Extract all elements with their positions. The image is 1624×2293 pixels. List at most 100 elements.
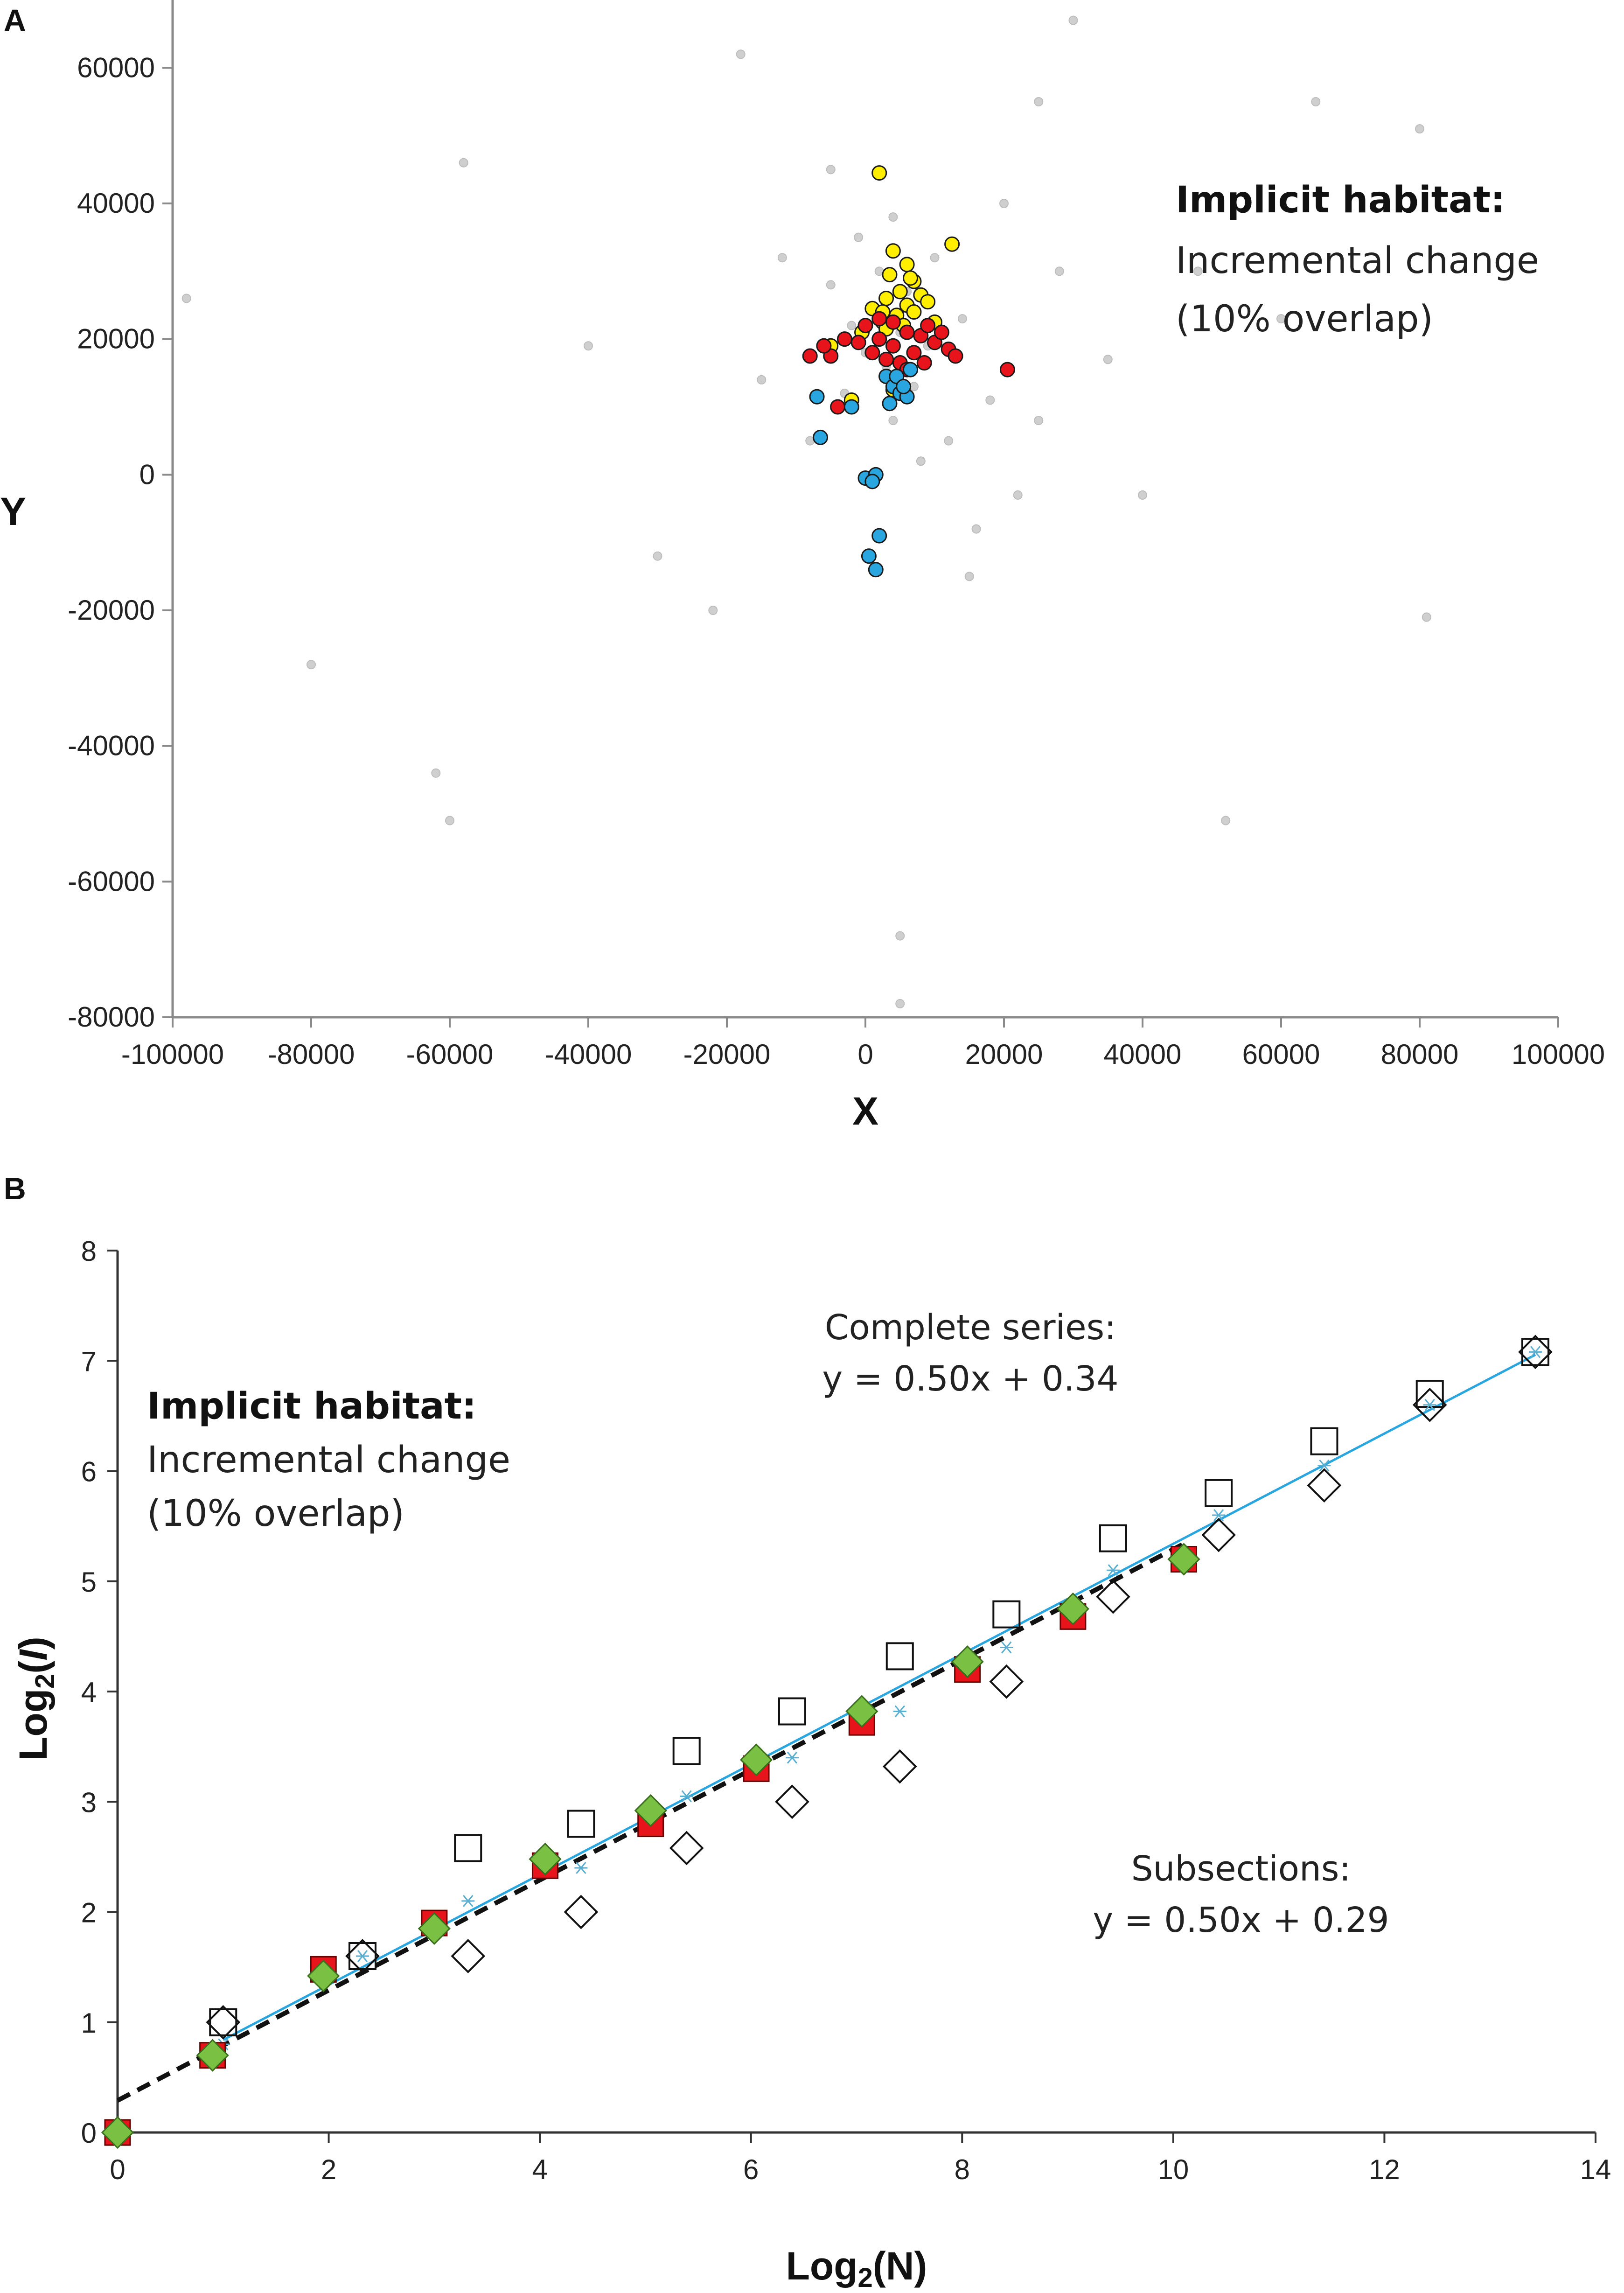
panel-a-point-red: [850, 335, 866, 350]
panel-b-point-open-squares: [1099, 1524, 1127, 1552]
panel-a-point-yellow: [871, 165, 887, 181]
panel-b-point-green-diamonds: [634, 1794, 667, 1827]
panel-a-point-background: [895, 931, 905, 941]
panel-b-point-open-diamonds: [1518, 1335, 1553, 1370]
panel-a-point-background: [847, 321, 857, 330]
panel-a-point-blue: [868, 562, 884, 578]
panel-a-point-yellow: [906, 304, 922, 320]
panel-b-point-open-squares: [1205, 1479, 1233, 1507]
panel-a-point-background: [895, 999, 905, 1008]
panel-a-point-background: [584, 341, 593, 351]
panel-b-letter: B: [4, 1171, 26, 1206]
panel-a-point-background: [964, 572, 974, 581]
panel-a-point-blue: [861, 548, 877, 564]
panel-a-point-background: [459, 158, 468, 168]
panel-a-point-background: [971, 524, 981, 534]
panel-b-x-tick-label: 12: [1369, 2154, 1400, 2185]
panel-a-point-background: [1034, 97, 1044, 106]
panel-b-x-tick-label: 4: [532, 2154, 547, 2185]
panel-a-x-tick-label: -100000: [121, 1039, 224, 1070]
panel-b-point-open-diamonds: [669, 1831, 704, 1866]
panel-a-point-background: [736, 49, 746, 59]
panel-a-x-label: X: [852, 1089, 878, 1133]
panel-a-point-background: [916, 456, 926, 466]
panel-a-x-tick-label: -80000: [268, 1039, 355, 1070]
panel-a-point-blue: [871, 528, 887, 544]
panel-a-point-red: [836, 331, 852, 347]
panel-a-x-tick-label: 40000: [1104, 1039, 1182, 1070]
panel-b-point-asterisks: [680, 1790, 693, 1803]
panel-a-y-tick-label: -60000: [68, 866, 155, 897]
panel-a-point-blue: [903, 362, 919, 378]
panel-a-point-red: [885, 338, 901, 354]
panel-b-y-tick-label: 7: [81, 1346, 97, 1377]
panel-a-point-yellow: [878, 290, 894, 306]
panel-a-point-red: [802, 348, 818, 364]
panel-b-point-open-squares: [885, 1642, 914, 1671]
panel-a-point-blue: [882, 396, 898, 412]
panel-b-point-green-diamonds: [418, 1912, 451, 1945]
subsections-label: Subsections:: [1131, 1849, 1351, 1889]
panel-a-point-background: [1422, 612, 1431, 622]
panel-a-point-background: [1311, 97, 1321, 106]
panel-a-point-background: [930, 253, 940, 263]
panel-b-x-tick-label: 10: [1157, 2154, 1189, 2185]
panel-b-point-asterisks: [574, 1862, 588, 1874]
panel-a-point-red: [999, 362, 1015, 378]
panel-a-annotation-line2: (10% overlap): [1176, 298, 1433, 340]
panel-b-point-open-squares: [992, 1600, 1021, 1629]
panel-a-point-background: [826, 165, 836, 175]
panel-a-point-background: [708, 606, 718, 615]
panel-a-point-background: [1415, 124, 1424, 134]
panel-a-point-background: [777, 253, 787, 263]
panel-b-point-open-squares: [1310, 1427, 1338, 1455]
panel-a-point-background: [826, 280, 836, 290]
panel-a-point-red: [934, 324, 949, 340]
panel-a-point-red: [885, 314, 901, 330]
panel-a-point-red: [878, 351, 894, 367]
panel-a-point-red: [916, 355, 932, 371]
panel-b-point-open-squares: [778, 1697, 806, 1726]
panel-a-x-tick-label: -20000: [683, 1039, 771, 1070]
panel-a-y-tick-label: -20000: [68, 594, 155, 626]
panel-a-y-ticks: 60000 40000 20000 0 -20000 -40000 -60000 -80000: [68, 52, 173, 1033]
panel-a-point-red: [830, 399, 846, 415]
panel-b-point-open-squares: [1415, 1380, 1444, 1408]
panel-a-point-yellow: [892, 284, 908, 300]
panel-a-x-ticks: -100000 -80000 -60000 -40000 -20000 0 20000 400…: [121, 1017, 1605, 1070]
panel-a-x-tick-label: -40000: [545, 1039, 632, 1070]
panel-b-x-tick-label: 0: [110, 2154, 125, 2185]
panel-b-point-open-squares: [348, 1942, 376, 1970]
panel-a-point-red: [857, 318, 873, 334]
panel-b-point-open-diamonds: [1096, 1579, 1130, 1614]
panel-b-x-tick-label: 6: [743, 2154, 759, 2185]
panel-a-points: [181, 15, 1431, 1008]
panel-b-y-tick-label: 8: [81, 1236, 97, 1267]
panel-a-y-tick-label: -40000: [68, 730, 155, 762]
panel-b-annotation-title: Implicit habitat:: [147, 1385, 476, 1427]
panel-a-point-background: [1013, 490, 1023, 500]
complete-series-equation: y = 0.50x + 0.34: [822, 1359, 1118, 1399]
panel-a-point-blue: [864, 474, 880, 489]
panel-a-point-background: [757, 375, 767, 384]
panel-a-point-background: [888, 416, 898, 426]
panel-b-point-open-diamonds: [775, 1784, 809, 1819]
panel-a-annotation-title: Implicit habitat:: [1176, 179, 1505, 221]
panel-b-annotation-line1: Incremental change: [147, 1439, 510, 1481]
panel-b-y-tick-label: 3: [81, 1787, 97, 1818]
panel-b-point-green-diamonds: [951, 1645, 984, 1678]
panel-b-x-label: Log2(N): [786, 2244, 927, 2293]
panel-a-point-yellow: [920, 294, 936, 310]
panel-a-point-background: [431, 768, 441, 778]
panel-b-point-open-diamonds: [989, 1664, 1024, 1699]
panel-b-point-green-diamonds: [307, 1959, 340, 1992]
panel-a-point-background: [1034, 416, 1044, 426]
panel-b-y-tick-label: 4: [81, 1677, 97, 1708]
panel-b-point-open-diamonds: [345, 1939, 380, 1973]
panel-b-point-open-squares: [567, 1810, 595, 1838]
panel-a: A 60000 40000 20000 0 -20000 -40000 -60000 -800…: [0, 0, 1605, 1133]
panel-a-point-blue: [843, 399, 859, 415]
panel-a-point-background: [854, 232, 864, 242]
panel-b-point-open-diamonds: [1307, 1468, 1342, 1503]
